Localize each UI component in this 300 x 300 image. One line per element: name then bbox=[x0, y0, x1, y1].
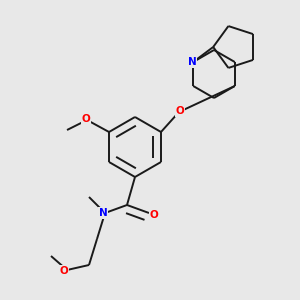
Text: O: O bbox=[176, 106, 184, 116]
Text: N: N bbox=[188, 57, 197, 67]
Text: O: O bbox=[150, 210, 158, 220]
Text: O: O bbox=[60, 266, 68, 276]
Text: N: N bbox=[99, 208, 107, 218]
Text: O: O bbox=[82, 114, 90, 124]
